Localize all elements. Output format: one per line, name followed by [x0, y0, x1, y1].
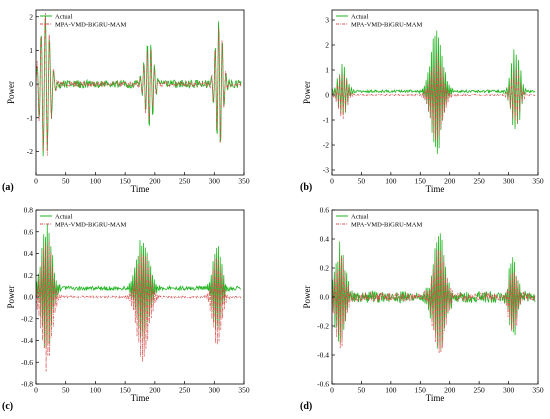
- legend-entry-actual: Actual: [351, 13, 369, 20]
- y-tick-label: 1: [29, 46, 33, 55]
- series-line-actual: [36, 223, 242, 348]
- panel-label: (c): [2, 401, 13, 412]
- legend-entry-predicted: MPA-VMD-BiGRU-MAM: [55, 221, 126, 228]
- x-tick-label: 350: [532, 177, 544, 186]
- y-tick-label: -1: [27, 113, 33, 122]
- y-tick-label: -3: [323, 166, 329, 175]
- legend-entry-predicted: MPA-VMD-BiGRU-MAM: [351, 221, 422, 228]
- series-line-predicted: [36, 12, 242, 156]
- y-tick-label: 0.4: [24, 249, 34, 258]
- panel-label: (d): [300, 401, 312, 412]
- x-tick-label: 150: [120, 177, 132, 186]
- x-tick-label: 100: [385, 386, 397, 395]
- y-axis-label: Power: [6, 286, 16, 309]
- plot-frame: [35, 9, 245, 176]
- legend-entry-predicted: MPA-VMD-BiGRU-MAM: [55, 21, 126, 28]
- chart-panel-a: 0 50 100 150 200 250 300 350 -2 -1 0 1 2 Time Power Act…: [2, 9, 250, 194]
- y-tick-label: -1: [323, 116, 329, 125]
- x-tick-label: 300: [503, 177, 515, 186]
- y-tick-label: -0.8: [21, 380, 33, 389]
- y-tick-label: 0: [29, 80, 33, 89]
- x-tick-label: 50: [358, 177, 366, 186]
- panel-label: (b): [300, 182, 312, 193]
- y-tick-label: 0.0: [24, 293, 34, 302]
- y-tick-label: -0.2: [21, 314, 33, 323]
- y-tick-label: 0.2: [320, 264, 330, 273]
- x-tick-label: 0: [34, 177, 38, 186]
- x-tick-label: 350: [532, 386, 544, 395]
- x-tick-label: 100: [385, 177, 397, 186]
- y-axis-label: Power: [302, 81, 312, 104]
- y-axis-label: Power: [302, 286, 312, 309]
- y-tick-label: 0.8: [24, 206, 34, 215]
- x-tick-label: 200: [444, 177, 456, 186]
- plot-frame: [331, 9, 539, 176]
- x-axis-label: Time: [426, 393, 445, 403]
- x-tick-label: 0: [330, 177, 334, 186]
- y-tick-label: -2: [323, 141, 329, 150]
- x-tick-label: 200: [149, 177, 161, 186]
- x-tick-label: 200: [444, 386, 456, 395]
- y-tick-label: 0.2: [24, 271, 34, 280]
- x-tick-label: 250: [179, 177, 191, 186]
- y-tick-label: 0.6: [24, 227, 34, 236]
- x-tick-label: 50: [358, 386, 366, 395]
- y-tick-label: -0.4: [21, 336, 33, 345]
- x-tick-label: 250: [179, 386, 191, 395]
- y-tick-label: 0.6: [320, 206, 330, 215]
- y-tick-label: -2: [27, 147, 33, 156]
- x-tick-label: 150: [415, 386, 427, 395]
- x-tick-label: 50: [62, 386, 70, 395]
- chart-panel-c: 0 50 100 150 200 250 300 350 -0.8 -0.6 -0.4 -0.2 0.0…: [2, 206, 250, 412]
- y-tick-label: -0.6: [317, 380, 329, 389]
- series-line-predicted: [332, 249, 536, 353]
- chart-panel-d: 0 50 100 150 200 250 300 350 -0.6 -0.4 -0.2 0.0 0.2 0…: [300, 206, 544, 412]
- x-axis-label: Time: [426, 184, 445, 194]
- y-tick-label: 0.0: [320, 293, 330, 302]
- x-tick-label: 50: [62, 177, 70, 186]
- x-axis-label: Time: [131, 393, 150, 403]
- y-tick-label: 0: [325, 91, 329, 100]
- y-axis-label: Power: [6, 81, 16, 104]
- y-tick-label: 2: [325, 41, 329, 50]
- x-tick-label: 150: [415, 177, 427, 186]
- x-tick-label: 250: [474, 177, 486, 186]
- x-tick-label: 300: [209, 386, 221, 395]
- x-tick-label: 100: [90, 177, 102, 186]
- x-tick-label: 350: [238, 177, 250, 186]
- series-line-actual: [332, 30, 536, 154]
- y-tick-label: 2: [29, 12, 33, 21]
- y-tick-label: -0.4: [317, 351, 329, 360]
- x-tick-label: 300: [209, 177, 221, 186]
- panel-label: (a): [2, 182, 14, 193]
- x-tick-label: 150: [120, 386, 132, 395]
- legend-entry-actual: Actual: [351, 213, 369, 220]
- x-tick-label: 200: [149, 386, 161, 395]
- legend-entry-predicted: MPA-VMD-BiGRU-MAM: [351, 21, 422, 28]
- y-tick-label: 1: [325, 66, 329, 75]
- x-tick-label: 100: [90, 386, 102, 395]
- x-tick-label: 350: [238, 386, 250, 395]
- y-tick-label: 0.4: [320, 235, 330, 244]
- x-axis-label: Time: [131, 184, 150, 194]
- y-tick-label: -0.6: [21, 358, 33, 367]
- series-line-predicted: [36, 240, 242, 372]
- legend-entry-actual: Actual: [55, 13, 73, 20]
- x-tick-label: 250: [474, 386, 486, 395]
- chart-panel-b: 0 50 100 150 200 250 300 350 -3 -2 -1 0 1 2 3 Time Power…: [300, 9, 544, 194]
- x-tick-label: 0: [330, 386, 334, 395]
- legend-entry-actual: Actual: [55, 213, 73, 220]
- y-tick-label: -0.2: [317, 322, 329, 331]
- x-tick-label: 300: [503, 386, 515, 395]
- x-tick-label: 0: [34, 386, 38, 395]
- y-tick-label: 3: [325, 16, 329, 25]
